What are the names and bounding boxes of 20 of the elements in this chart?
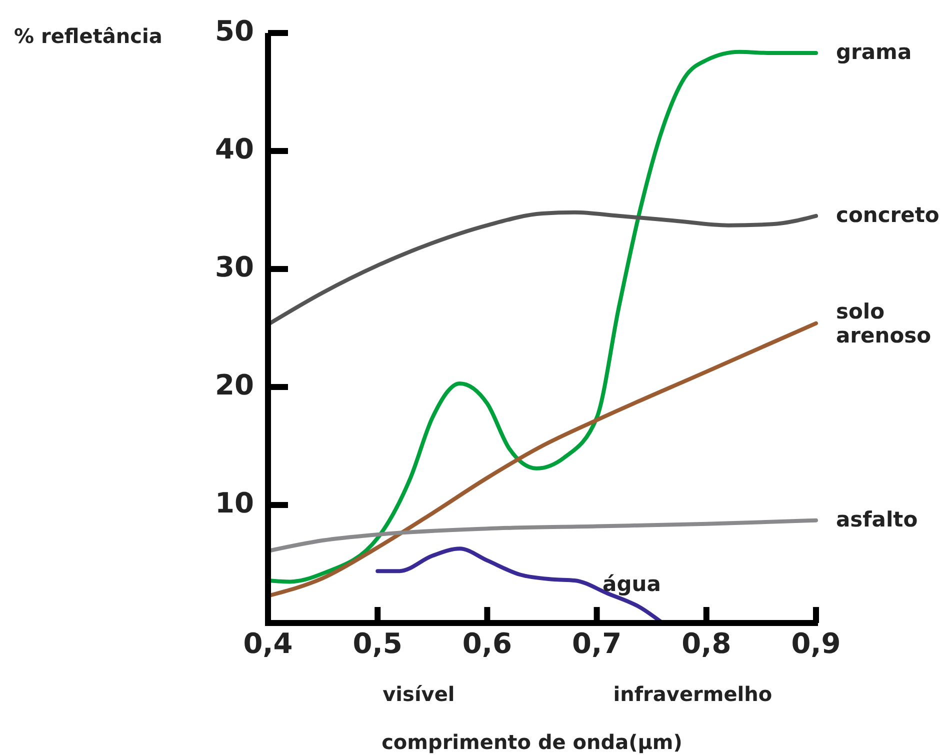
series-label: água	[602, 572, 661, 596]
x-tick-label: 0,6	[462, 627, 512, 660]
text: visível	[382, 682, 455, 706]
x-tick-label: 0,4	[243, 627, 293, 660]
y-axis-title: % refletância	[14, 24, 162, 48]
y-tick-label: 40	[215, 132, 254, 166]
x-tick-label: 0,8	[682, 627, 732, 660]
x-tick-label: 0,9	[791, 627, 841, 660]
x-tick-label: 0,5	[352, 627, 402, 660]
series-label: grama	[836, 40, 912, 64]
text: infravermelho	[613, 682, 772, 706]
series-label: asfalto	[836, 507, 918, 532]
y-tick-label: 30	[215, 250, 254, 284]
x-axis-title: comprimento de onda(µm)	[382, 730, 682, 754]
series-label: solo arenoso	[836, 299, 932, 348]
y-tick-label: 10	[215, 486, 254, 520]
y-tick-label: 20	[215, 368, 254, 402]
series-label: concreto	[836, 202, 940, 227]
x-tick-label: 0,7	[572, 627, 622, 660]
y-tick-label: 50	[215, 14, 254, 48]
